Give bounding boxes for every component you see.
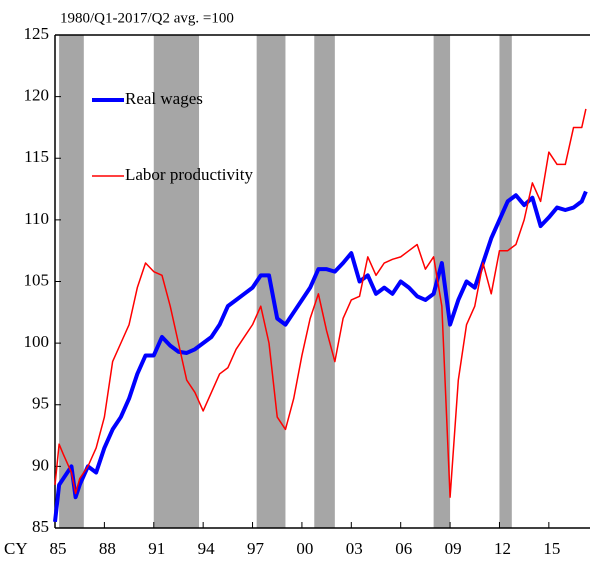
y-tick-label: 105	[24, 270, 50, 289]
recession-band	[499, 35, 512, 528]
x-tick-label: 94	[198, 539, 216, 558]
x-tick-label: 91	[148, 539, 165, 558]
recession-band	[59, 35, 84, 528]
y-tick-label: 120	[24, 86, 50, 105]
y-tick-label: 95	[32, 394, 49, 413]
legend-label: Real wages	[125, 89, 203, 108]
x-tick-label: 12	[494, 539, 511, 558]
y-tick-label: 115	[24, 147, 49, 166]
series-line	[53, 190, 588, 523]
x-tick-label: 88	[99, 539, 116, 558]
y-tick-label: 90	[32, 455, 49, 474]
y-tick-label: 85	[32, 517, 49, 536]
recession-band	[153, 35, 200, 528]
series-line	[54, 108, 587, 498]
chart-subtitle: 1980/Q1-2017/Q2 avg. =100	[60, 10, 234, 26]
x-tick-label: 00	[296, 539, 313, 558]
legend-label: Labor productivity	[125, 165, 253, 184]
x-tick-label: 09	[445, 539, 462, 558]
x-tick-label: 06	[395, 539, 412, 558]
x-tick-label: 03	[346, 539, 363, 558]
recession-band	[314, 35, 335, 528]
x-tick-label: 97	[247, 539, 265, 558]
y-tick-label: 100	[24, 332, 50, 351]
y-tick-label: 110	[24, 209, 49, 228]
y-tick-label: 125	[24, 24, 50, 43]
x-tick-label: 85	[50, 539, 67, 558]
x-axis-label: CY	[4, 539, 28, 558]
x-tick-label: 15	[543, 539, 560, 558]
